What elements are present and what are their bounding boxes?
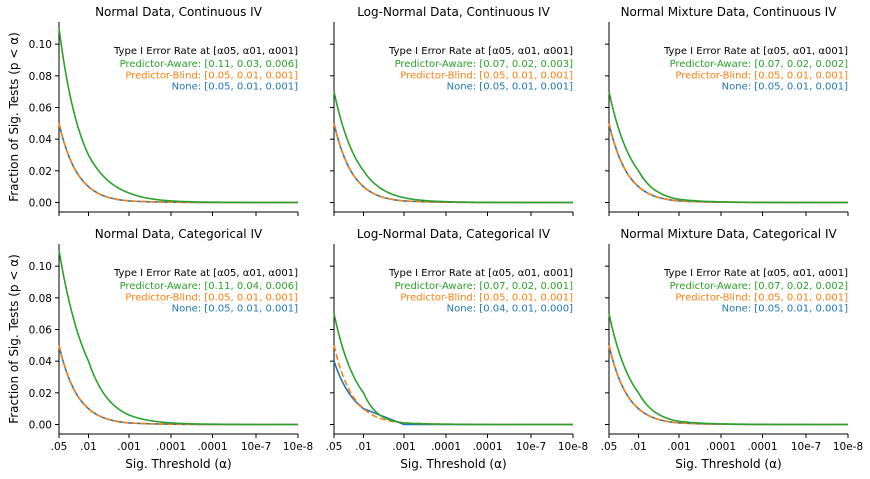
series-line-none: [333, 360, 573, 426]
y-axis-label: Fraction of Sig. Tests (p < α): [7, 32, 21, 202]
legend-entry: Predictor-Blind: [0.05, 0.01, 0.001]: [675, 70, 848, 81]
legend-entry: None: [0.05, 0.01, 0.001]: [172, 82, 298, 93]
legend-header: Type I Error Rate at [α05, α01, α001]: [388, 268, 573, 279]
y-tick-label: 0.00: [29, 420, 52, 432]
x-tick-label: .0001: [156, 441, 186, 453]
x-tick-label: .0001: [472, 441, 502, 453]
legend-header: Type I Error Rate at [α05, α01, α001]: [663, 268, 848, 279]
legend-header: Type I Error Rate at [α05, α01, α001]: [663, 46, 848, 57]
x-tick-label: 10e-7: [516, 441, 546, 453]
series-line-predictor-blind: [58, 345, 298, 426]
x-tick-label: 10e-7: [241, 441, 271, 453]
legend-entry: None: [0.05, 0.01, 0.001]: [172, 304, 298, 315]
subplot: Normal Mixture Data, Categorical IV .05 .0…: [601, 227, 864, 453]
subplot-title: Normal Data, Categorical IV: [95, 227, 263, 241]
x-tick-label: .0001: [706, 441, 736, 453]
x-tick-label: .0001: [431, 441, 461, 453]
x-tick-label: 10e-8: [283, 441, 313, 453]
y-tick-label: 0.08: [29, 293, 52, 305]
legend-entry: Predictor-Aware: [0.07, 0.02, 0.003]: [395, 59, 574, 70]
x-tick-label: 10e-8: [833, 441, 863, 453]
legend-header: Type I Error Rate at [α05, α01, α001]: [113, 46, 298, 57]
y-tick-label: 0.10: [29, 261, 52, 273]
y-tick-label: 0.04: [29, 134, 53, 146]
subplot: Log-Normal Data, Continuous IV Type I Err…: [330, 5, 574, 216]
series-line-predictor-aware: [58, 28, 298, 204]
series-line-none: [333, 123, 573, 204]
series-line-predictor-blind: [58, 123, 298, 204]
legend-entry: Predictor-Blind: [0.05, 0.01, 0.001]: [675, 292, 848, 303]
series-line-predictor-aware: [58, 250, 298, 426]
x-tick-label: .01: [355, 441, 372, 453]
x-axis-label: Sig. Threshold (α): [125, 457, 231, 471]
y-tick-label: 0.02: [29, 388, 52, 400]
y-tick-label: 0.08: [29, 71, 52, 83]
legend-entry: Predictor-Blind: [0.05, 0.01, 0.001]: [400, 70, 573, 81]
series-line-predictor-blind: [333, 345, 573, 426]
x-tick-label: .001: [117, 441, 140, 453]
legend-entry: Predictor-Aware: [0.07, 0.02, 0.002]: [670, 281, 849, 292]
series-line-none: [608, 123, 848, 204]
legend-entry: Predictor-Aware: [0.11, 0.03, 0.006]: [120, 59, 299, 70]
y-tick-label: 0.06: [29, 325, 53, 337]
legend-entry: None: [0.05, 0.01, 0.001]: [447, 82, 573, 93]
legend-header: Type I Error Rate at [α05, α01, α001]: [388, 46, 573, 57]
series-line-predictor-aware: [608, 313, 848, 426]
subplot-title: Normal Mixture Data, Categorical IV: [620, 227, 837, 241]
y-tick-label: 0.02: [29, 166, 52, 178]
subplot: Normal Data, Continuous IV 0.00 0.02 0.04 0.…: [29, 5, 299, 216]
y-tick-label: 0.06: [29, 103, 53, 115]
series-line-none: [608, 345, 848, 426]
series-line-predictor-aware: [333, 313, 573, 426]
subplot-title: Log-Normal Data, Categorical IV: [357, 227, 551, 241]
legend-entry: Predictor-Blind: [0.05, 0.01, 0.001]: [125, 292, 298, 303]
x-axis-label: Sig. Threshold (α): [400, 457, 506, 471]
legend-entry: Predictor-Blind: [0.05, 0.01, 0.001]: [400, 292, 573, 303]
subplot-title: Normal Data, Continuous IV: [95, 5, 263, 19]
subplot: Normal Mixture Data, Continuous IV Type I…: [605, 5, 849, 216]
x-tick-label: .001: [392, 441, 415, 453]
x-tick-label: .01: [630, 441, 647, 453]
x-tick-label: .05: [51, 441, 68, 453]
y-tick-label: 0.04: [29, 356, 53, 368]
x-axis-label: Sig. Threshold (α): [675, 457, 781, 471]
x-tick-label: .05: [601, 441, 618, 453]
y-axis-label: Fraction of Sig. Tests (p < α): [7, 254, 21, 424]
subplot-title: Normal Mixture Data, Continuous IV: [621, 5, 838, 19]
series-line-none: [58, 345, 298, 426]
legend-entry: None: [0.05, 0.01, 0.001]: [722, 82, 848, 93]
legend-entry: Predictor-Aware: [0.11, 0.04, 0.006]: [120, 281, 299, 292]
series-line-none: [58, 123, 298, 204]
x-tick-label: .001: [667, 441, 690, 453]
x-tick-label: 10e-7: [791, 441, 821, 453]
legend-entry: Predictor-Aware: [0.07, 0.02, 0.002]: [670, 59, 849, 70]
subplot-title: Log-Normal Data, Continuous IV: [357, 5, 550, 19]
legend-header: Type I Error Rate at [α05, α01, α001]: [113, 268, 298, 279]
y-tick-label: 0.00: [29, 198, 52, 210]
legend-entry: None: [0.04, 0.01, 0.000]: [447, 304, 573, 315]
series-line-predictor-aware: [608, 91, 848, 204]
y-tick-label: 0.10: [29, 39, 52, 51]
x-tick-label: .0001: [197, 441, 227, 453]
x-tick-label: 10e-8: [558, 441, 588, 453]
x-tick-label: .01: [80, 441, 97, 453]
subplot: Log-Normal Data, Categorical IV .05 .01 .00…: [326, 227, 589, 453]
legend-entry: Predictor-Blind: [0.05, 0.01, 0.001]: [125, 70, 298, 81]
x-tick-label: .0001: [747, 441, 777, 453]
legend-entry: None: [0.05, 0.01, 0.001]: [722, 304, 848, 315]
series-line-predictor-aware: [333, 91, 573, 204]
legend-entry: Predictor-Aware: [0.07, 0.02, 0.001]: [395, 281, 574, 292]
subplot: Normal Data, Categorical IV 0.00 0.02 0.04 0…: [29, 227, 314, 453]
x-tick-label: .05: [326, 441, 343, 453]
